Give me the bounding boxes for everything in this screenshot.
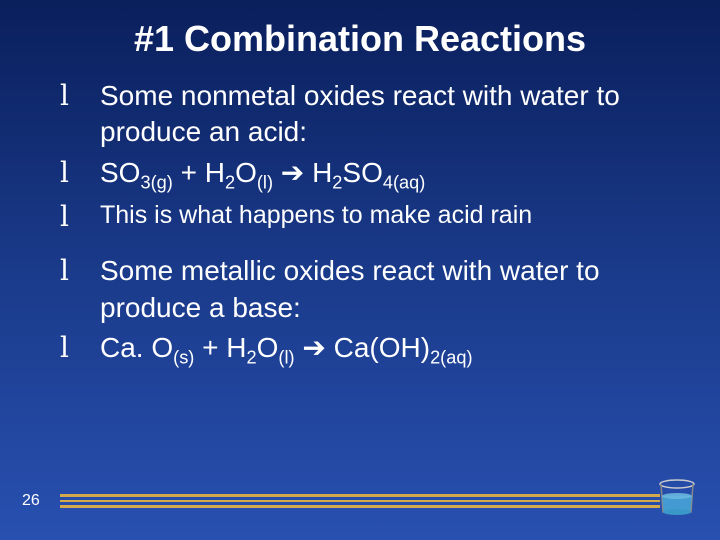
eq-arrow: ➔ [295, 332, 334, 363]
bullet-item: l Some nonmetal oxides react with water … [60, 78, 690, 151]
eq-term: O [235, 157, 257, 188]
bullet-item: l This is what happens to make acid rain [60, 199, 690, 235]
bullet-item: l Some metallic oxides react with water … [60, 253, 690, 326]
slide-footer: 26 [0, 482, 720, 522]
eq-term: H [205, 157, 225, 188]
bullet-marker: l [60, 155, 100, 191]
eq-term: H [312, 157, 332, 188]
eq-sub: (s) [173, 348, 194, 368]
eq-term: SO [100, 157, 140, 188]
bullet-text: This is what happens to make acid rain [100, 199, 532, 232]
eq-term: O [257, 332, 279, 363]
bullet-marker: l [60, 199, 100, 235]
eq-term: Ca. O [100, 332, 173, 363]
page-number: 26 [22, 492, 40, 510]
eq-term: H [226, 332, 246, 363]
eq-term: SO [342, 157, 382, 188]
eq-sub: 2 [225, 172, 235, 192]
eq-sub: 2 [332, 172, 342, 192]
eq-plus: + [173, 157, 205, 188]
bullet-item: l Ca. O(s) + H2O(l) ➔ Ca(OH)2(aq) [60, 330, 690, 370]
equation-2: Ca. O(s) + H2O(l) ➔ Ca(OH)2(aq) [100, 330, 473, 370]
eq-plus: + [194, 332, 226, 363]
bullet-item: l SO3(g) + H2O(l) ➔ H2SO4(aq) [60, 155, 690, 195]
bullet-text: Some metallic oxides react with water to… [100, 253, 690, 326]
bullet-marker: l [60, 253, 100, 289]
eq-sub: (l) [278, 348, 294, 368]
eq-sub: 4(aq) [383, 172, 425, 192]
footer-divider [60, 494, 660, 508]
bullet-marker: l [60, 78, 100, 114]
eq-term: Ca(OH) [334, 332, 430, 363]
eq-arrow: ➔ [273, 157, 312, 188]
eq-sub: 2 [247, 348, 257, 368]
slide-title: #1 Combination Reactions [0, 0, 720, 78]
bullet-marker: l [60, 330, 100, 366]
eq-sub: 3(g) [140, 172, 172, 192]
beaker-icon [656, 478, 698, 516]
eq-sub: 2(aq) [430, 348, 472, 368]
eq-sub: (l) [257, 172, 273, 192]
equation-1: SO3(g) + H2O(l) ➔ H2SO4(aq) [100, 155, 425, 195]
slide-body: l Some nonmetal oxides react with water … [0, 78, 720, 370]
bullet-text: Some nonmetal oxides react with water to… [100, 78, 690, 151]
